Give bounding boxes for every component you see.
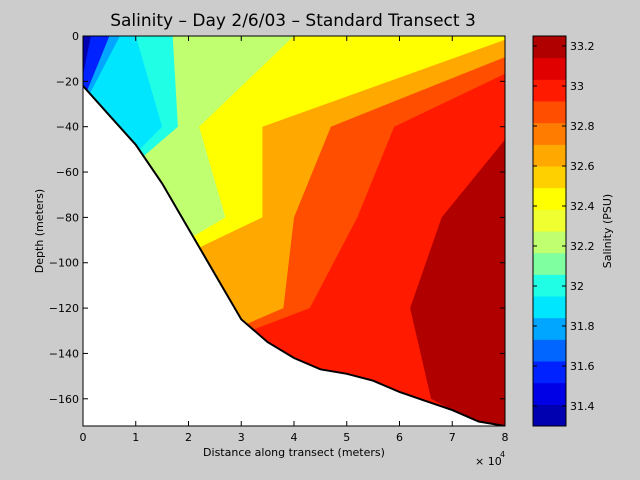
colorbar-tick-label: 32.6 bbox=[570, 160, 595, 173]
colorbar-bands bbox=[533, 36, 566, 427]
y-tick-label: 0 bbox=[72, 30, 79, 43]
colorbar-tick-label: 31.4 bbox=[570, 400, 595, 413]
colorbar-ticks: 31.4 31.6 31.8 32 32.2 32.4 32.6 32.8 33 33.2 bbox=[533, 40, 595, 413]
colorbar-band bbox=[533, 166, 566, 189]
y-tick-label: −80 bbox=[56, 211, 79, 224]
x-multiplier-exponent: 4 bbox=[500, 450, 505, 459]
colorbar-band bbox=[533, 79, 566, 102]
x-tick-label: 3 bbox=[238, 431, 245, 444]
colorbar-band bbox=[533, 274, 566, 297]
salinity-band bbox=[410, 139, 505, 426]
y-tick-label: −40 bbox=[56, 121, 79, 134]
y-tick-label: −60 bbox=[56, 166, 79, 179]
colorbar: 31.4 31.6 31.8 32 32.2 32.4 32.6 32.8 33 33.2 Sal… bbox=[532, 35, 614, 427]
y-tick-label: −160 bbox=[49, 393, 79, 406]
salinity-band bbox=[83, 73, 505, 426]
colorbar-band bbox=[533, 122, 566, 145]
colorbar-band bbox=[533, 36, 566, 59]
x-tick-label: 7 bbox=[449, 431, 456, 444]
x-tick-label: 5 bbox=[343, 431, 350, 444]
x-tick-label: 4 bbox=[291, 431, 298, 444]
colorbar-frame bbox=[532, 35, 567, 427]
bottom-profile-line bbox=[83, 85, 505, 426]
chart-title: Salinity – Day 2/6/03 – Standard Transec… bbox=[110, 11, 476, 31]
colorbar-tick-label: 32 bbox=[570, 280, 584, 293]
colorbar-band bbox=[533, 404, 566, 427]
colorbar-band bbox=[533, 57, 566, 80]
x-tick-label: 2 bbox=[185, 431, 192, 444]
x-axis-ticks: 0 1 2 3 4 5 6 7 8 bbox=[80, 36, 509, 444]
colorbar-band bbox=[533, 101, 566, 124]
colorbar-tick-label: 33 bbox=[570, 80, 584, 93]
colorbar-label: Salinity (PSU) bbox=[601, 194, 614, 268]
colorbar-tick-label: 31.6 bbox=[570, 360, 595, 373]
y-axis-ticks: 0 −20 −40 −60 −80 −100 −120 −140 −160 bbox=[49, 30, 505, 406]
y-tick-label: −20 bbox=[56, 75, 79, 88]
x-tick-label: 6 bbox=[396, 431, 403, 444]
colorbar-band bbox=[533, 187, 566, 210]
x-axis-multiplier: × 10 4 bbox=[475, 450, 505, 468]
x-axis-label: Distance along transect (meters) bbox=[203, 446, 385, 459]
colorbar-band bbox=[533, 339, 566, 362]
y-tick-label: −120 bbox=[49, 302, 79, 315]
x-tick-label: 8 bbox=[502, 431, 509, 444]
colorbar-band bbox=[533, 296, 566, 319]
colorbar-band bbox=[533, 252, 566, 275]
colorbar-tick-label: 31.8 bbox=[570, 320, 595, 333]
y-tick-label: −100 bbox=[49, 257, 79, 270]
y-axis-label: Depth (meters) bbox=[33, 189, 46, 273]
colorbar-band bbox=[533, 317, 566, 340]
y-tick-label: −140 bbox=[49, 347, 79, 360]
colorbar-tick-label: 32.2 bbox=[570, 240, 595, 253]
x-tick-label: 1 bbox=[132, 431, 139, 444]
x-multiplier-base: × 10 bbox=[475, 455, 502, 468]
colorbar-band bbox=[533, 209, 566, 232]
colorbar-tick-label: 33.2 bbox=[570, 40, 595, 53]
colorbar-tick-label: 32.8 bbox=[570, 120, 595, 133]
x-tick-label: 0 bbox=[80, 431, 87, 444]
colorbar-tick-label: 32.4 bbox=[570, 200, 595, 213]
colorbar-band bbox=[533, 231, 566, 254]
colorbar-band bbox=[533, 361, 566, 384]
plot-area: 0 1 2 3 4 5 6 7 8 0 −20 −40 −60 −80 −100 −120 −140 −160 bbox=[49, 30, 509, 444]
colorbar-band bbox=[533, 144, 566, 167]
seafloor-mask bbox=[83, 85, 505, 426]
colorbar-band bbox=[533, 382, 566, 405]
